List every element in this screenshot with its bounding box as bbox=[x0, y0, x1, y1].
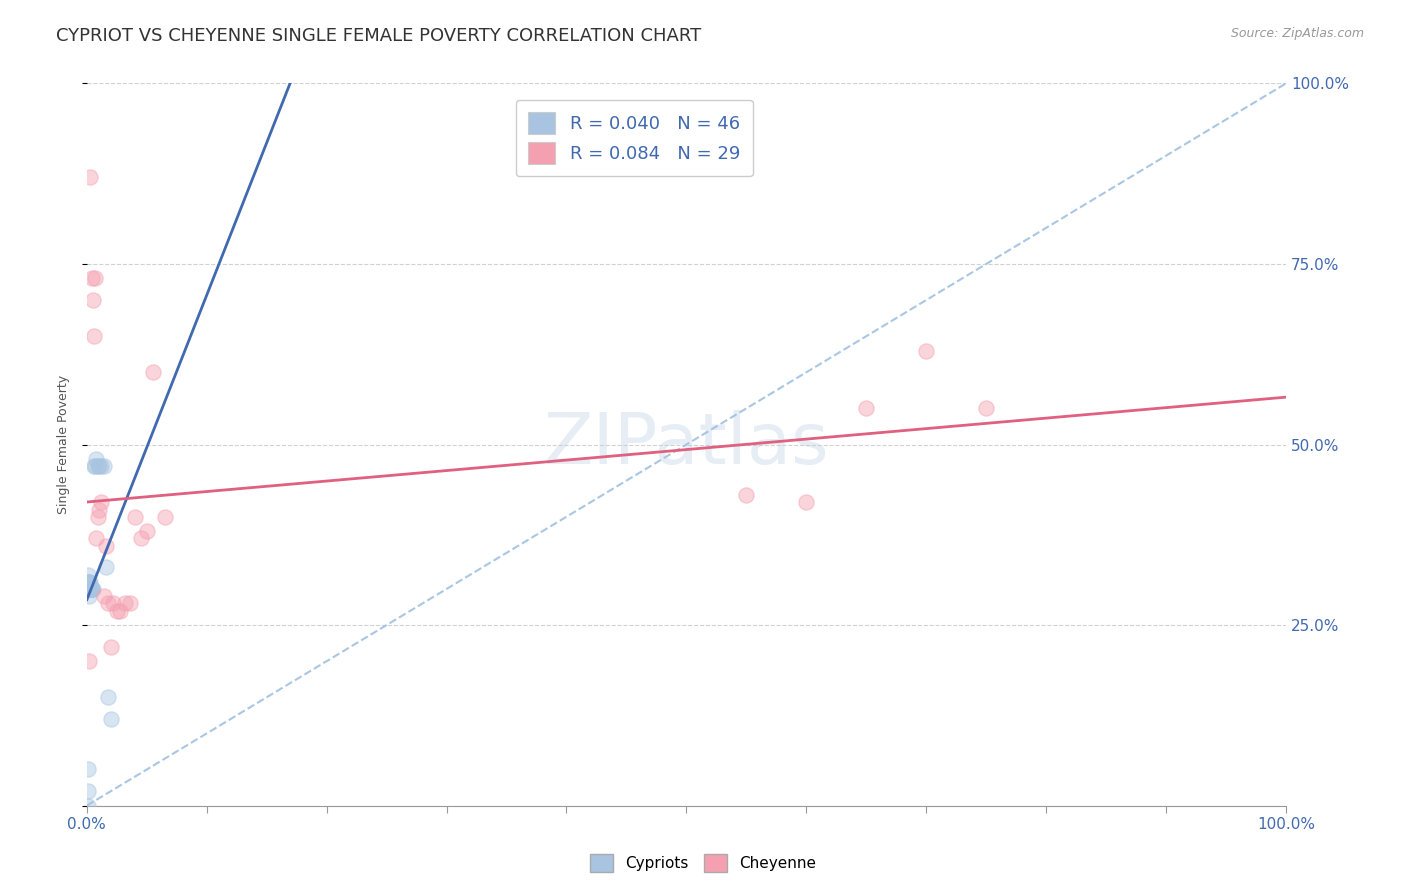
Point bbox=[80, 582, 103, 596]
Point bbox=[77, 574, 100, 589]
Text: Source: ZipAtlas.com: Source: ZipAtlas.com bbox=[1230, 27, 1364, 40]
Point bbox=[100, 640, 122, 654]
Point bbox=[735, 488, 758, 502]
Point bbox=[93, 589, 115, 603]
Point bbox=[124, 509, 146, 524]
Point bbox=[90, 495, 112, 509]
Point bbox=[87, 502, 110, 516]
Point bbox=[129, 532, 152, 546]
Point bbox=[79, 582, 101, 596]
Point bbox=[77, 582, 100, 596]
Point bbox=[80, 582, 103, 596]
Point bbox=[79, 582, 101, 596]
Point bbox=[915, 343, 938, 358]
Point bbox=[77, 582, 100, 596]
Point bbox=[86, 459, 108, 474]
Point bbox=[97, 690, 120, 705]
Point bbox=[82, 293, 104, 307]
Point bbox=[84, 271, 107, 285]
Point bbox=[100, 712, 122, 726]
Point bbox=[974, 401, 997, 416]
Point bbox=[135, 524, 157, 538]
Legend: R = 0.040   N = 46, R = 0.084   N = 29: R = 0.040 N = 46, R = 0.084 N = 29 bbox=[516, 100, 752, 177]
Legend: Cypriots, Cheyenne: Cypriots, Cheyenne bbox=[582, 846, 824, 880]
Point bbox=[97, 596, 120, 610]
Point bbox=[83, 329, 105, 343]
Point bbox=[84, 459, 107, 474]
Point bbox=[80, 271, 103, 285]
Point bbox=[79, 582, 101, 596]
Point bbox=[77, 798, 100, 813]
Point bbox=[86, 532, 108, 546]
Point bbox=[86, 509, 108, 524]
Point bbox=[93, 459, 115, 474]
Point bbox=[79, 574, 101, 589]
Point bbox=[153, 509, 176, 524]
Point bbox=[105, 604, 128, 618]
Point bbox=[103, 596, 125, 610]
Point bbox=[77, 574, 100, 589]
Point bbox=[114, 596, 136, 610]
Point bbox=[110, 604, 132, 618]
Y-axis label: Single Female Poverty: Single Female Poverty bbox=[58, 375, 70, 514]
Point bbox=[77, 582, 100, 596]
Point bbox=[77, 582, 100, 596]
Point bbox=[77, 582, 100, 596]
Point bbox=[77, 582, 100, 596]
Point bbox=[77, 574, 100, 589]
Point bbox=[86, 452, 108, 467]
Point bbox=[77, 582, 100, 596]
Point bbox=[94, 539, 117, 553]
Point bbox=[77, 582, 100, 596]
Point bbox=[77, 582, 100, 596]
Point bbox=[79, 582, 101, 596]
Point bbox=[77, 589, 100, 603]
Point bbox=[79, 582, 101, 596]
Point bbox=[90, 459, 112, 474]
Point bbox=[94, 560, 117, 574]
Point bbox=[76, 784, 98, 798]
Point bbox=[77, 582, 100, 596]
Point bbox=[77, 567, 100, 582]
Point bbox=[77, 582, 100, 596]
Text: ZIPatlas: ZIPatlas bbox=[544, 410, 830, 479]
Point bbox=[79, 582, 101, 596]
Point bbox=[82, 582, 104, 596]
Point bbox=[87, 459, 110, 474]
Point bbox=[77, 582, 100, 596]
Point bbox=[77, 582, 100, 596]
Point bbox=[79, 582, 101, 596]
Point bbox=[142, 365, 165, 379]
Point bbox=[77, 582, 100, 596]
Point bbox=[118, 596, 141, 610]
Point bbox=[77, 582, 100, 596]
Point bbox=[77, 654, 100, 668]
Point bbox=[794, 495, 817, 509]
Point bbox=[855, 401, 877, 416]
Point bbox=[79, 170, 101, 185]
Point bbox=[80, 582, 103, 596]
Point bbox=[77, 582, 100, 596]
Point bbox=[83, 459, 105, 474]
Point bbox=[76, 763, 98, 777]
Text: CYPRIOT VS CHEYENNE SINGLE FEMALE POVERTY CORRELATION CHART: CYPRIOT VS CHEYENNE SINGLE FEMALE POVERT… bbox=[56, 27, 702, 45]
